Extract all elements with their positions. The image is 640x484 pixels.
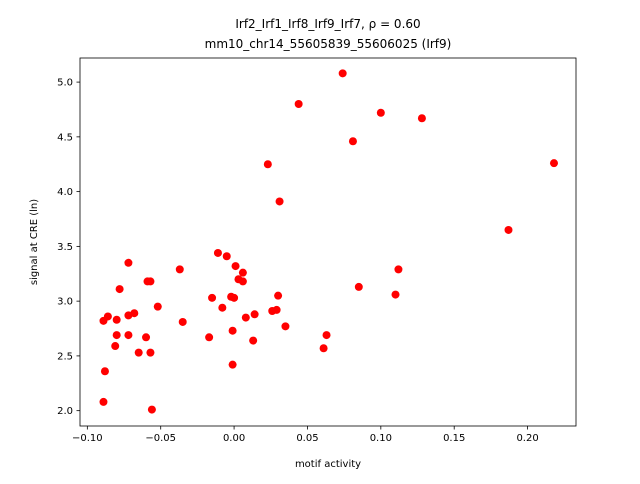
point: [230, 293, 239, 302]
point: [124, 331, 133, 340]
point: [394, 265, 403, 274]
point: [268, 307, 277, 315]
point: [146, 348, 155, 357]
point: [263, 160, 272, 169]
point: [281, 322, 290, 331]
y-tick-label: 4.5: [57, 132, 73, 143]
point: [228, 326, 237, 335]
point: [146, 277, 155, 286]
point: [147, 405, 156, 414]
point: [178, 317, 187, 326]
point: [222, 252, 231, 261]
y-tick-label: 3.0: [57, 297, 73, 308]
point: [100, 367, 109, 376]
x-tick-label: 0.20: [516, 433, 538, 444]
x-tick-label: 0.00: [223, 433, 245, 444]
x-tick-label: −0.05: [145, 433, 176, 444]
point: [319, 344, 328, 353]
point: [238, 268, 247, 277]
point: [124, 311, 133, 320]
point: [112, 331, 121, 340]
point: [115, 285, 124, 294]
point: [124, 258, 133, 267]
point: [391, 290, 400, 299]
y-tick-label: 4.0: [57, 187, 73, 198]
y-tick-label: 2.0: [57, 406, 73, 417]
point: [134, 348, 143, 357]
plot-frame: [79, 57, 577, 427]
y-tick-label: 2.5: [57, 351, 73, 362]
point: [275, 197, 284, 206]
point: [208, 293, 217, 302]
point: [228, 360, 237, 369]
point: [231, 262, 240, 271]
point: [175, 265, 184, 274]
x-tick-label: 0.15: [443, 433, 465, 444]
point: [549, 159, 558, 168]
x-axis-label: motif activity: [295, 459, 361, 470]
chart-subtitle: mm10_chr14_55605839_55606025 (Irf9): [205, 37, 452, 51]
x-tick-label: 0.05: [296, 433, 318, 444]
point: [504, 225, 513, 234]
y-axis-label: signal at CRE (ln): [29, 199, 40, 285]
point: [111, 342, 120, 351]
y-tick-label: 5.0: [57, 78, 73, 89]
point: [338, 69, 347, 78]
point: [417, 114, 426, 123]
point: [249, 336, 258, 345]
point: [241, 313, 250, 322]
point: [274, 291, 283, 300]
point: [322, 331, 331, 340]
chart-title: Irf2_Irf1_Irf8_Irf9_Irf7, ρ = 0.60: [235, 17, 420, 31]
point: [250, 310, 259, 319]
point: [99, 397, 108, 406]
point: [112, 315, 121, 324]
point: [354, 282, 363, 291]
point: [218, 303, 227, 312]
point: [99, 316, 108, 325]
point: [348, 137, 357, 146]
x-tick-label: 0.10: [370, 433, 392, 444]
point: [238, 277, 247, 286]
point: [142, 333, 151, 342]
point: [205, 333, 214, 342]
point: [213, 248, 222, 257]
point: [376, 108, 385, 117]
point: [153, 302, 162, 311]
y-tick-label: 3.5: [57, 242, 73, 253]
x-tick-label: −0.10: [72, 433, 103, 444]
point: [294, 100, 303, 108]
